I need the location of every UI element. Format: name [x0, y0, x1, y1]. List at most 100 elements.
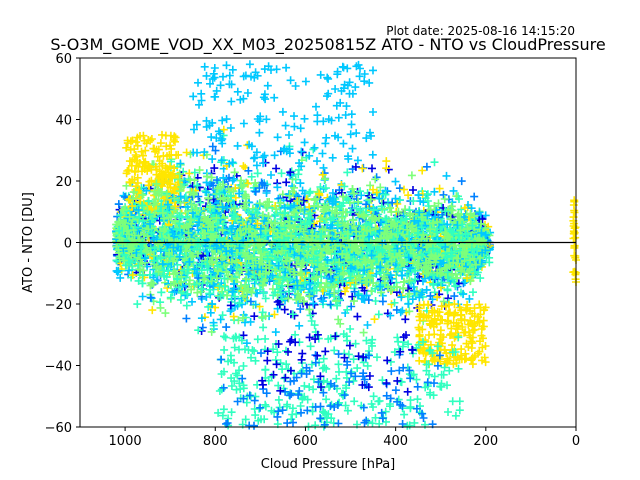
data-point [347, 120, 356, 129]
data-point [418, 166, 427, 175]
data-point [350, 397, 359, 406]
data-point [112, 266, 121, 275]
data-point [278, 107, 287, 116]
data-point [382, 157, 391, 166]
data-point [332, 374, 341, 383]
data-point [215, 293, 224, 302]
data-point [378, 297, 387, 306]
data-point [430, 330, 439, 339]
data-point [313, 117, 322, 126]
data-point [444, 408, 452, 416]
data-point [384, 200, 393, 208]
data-point [255, 128, 264, 137]
data-point [211, 92, 220, 101]
data-point [321, 139, 330, 148]
data-point [366, 181, 375, 190]
data-point [300, 381, 309, 390]
data-point [353, 364, 362, 373]
data-point [363, 321, 372, 329]
data-point [247, 172, 256, 181]
data-point [370, 315, 379, 324]
data-point [116, 273, 125, 282]
data-point [449, 186, 458, 195]
data-point [281, 121, 290, 130]
data-point [209, 318, 218, 327]
data-point [406, 402, 415, 411]
data-point [210, 164, 219, 173]
data-point [282, 178, 291, 187]
data-point [300, 114, 309, 123]
data-point [258, 380, 267, 389]
data-point [365, 78, 374, 87]
data-point [217, 355, 226, 364]
data-point [166, 293, 175, 302]
data-point [272, 360, 281, 369]
data-point [194, 78, 202, 87]
data-point [374, 310, 383, 319]
data-point [375, 396, 384, 405]
data-point [311, 421, 320, 430]
data-point [334, 360, 343, 369]
data-point [270, 310, 279, 319]
data-point [245, 60, 254, 69]
data-point [147, 135, 156, 143]
data-point [457, 205, 466, 214]
data-point [426, 291, 435, 300]
data-point [219, 125, 228, 134]
data-point [457, 177, 466, 186]
data-point [407, 171, 416, 180]
data-point [156, 303, 165, 312]
data-point [200, 62, 209, 71]
data-point [253, 219, 262, 228]
data-point [353, 312, 362, 321]
data-point [229, 312, 238, 321]
data-point [419, 198, 428, 207]
data-point [201, 187, 210, 196]
data-point [274, 407, 283, 416]
data-point [280, 305, 289, 314]
data-point [262, 189, 271, 197]
data-point [260, 151, 269, 160]
data-point [263, 81, 272, 90]
data-point [397, 378, 406, 387]
data-point [368, 150, 377, 159]
data-point [239, 119, 248, 128]
data-point [210, 73, 219, 82]
data-point [222, 115, 231, 124]
data-point [386, 357, 395, 366]
data-point [231, 193, 240, 202]
data-point [346, 130, 355, 139]
data-point [455, 397, 464, 406]
data-point [176, 295, 185, 304]
data-point [252, 148, 261, 157]
data-point [221, 333, 230, 342]
data-point [239, 362, 248, 370]
data-point [330, 346, 339, 355]
data-point [220, 332, 228, 341]
data-point [328, 189, 337, 197]
data-point [377, 408, 386, 417]
data-point [257, 349, 265, 358]
data-point [313, 157, 321, 166]
data-point [369, 66, 377, 75]
data-point [419, 414, 428, 422]
data-point [216, 81, 225, 90]
data-point [413, 395, 422, 404]
data-point [301, 77, 310, 86]
data-point [443, 286, 452, 295]
data-point [322, 133, 331, 142]
data-point [401, 315, 410, 324]
data-point [335, 367, 343, 376]
data-point [391, 177, 400, 186]
data-point [243, 89, 252, 97]
data-point [340, 182, 349, 191]
data-point [161, 131, 170, 140]
data-point [295, 321, 304, 330]
data-point [182, 301, 191, 310]
data-point [233, 141, 242, 150]
data-point [218, 311, 227, 320]
data-point [138, 292, 147, 301]
data-point [296, 124, 305, 133]
data-point [390, 298, 399, 307]
